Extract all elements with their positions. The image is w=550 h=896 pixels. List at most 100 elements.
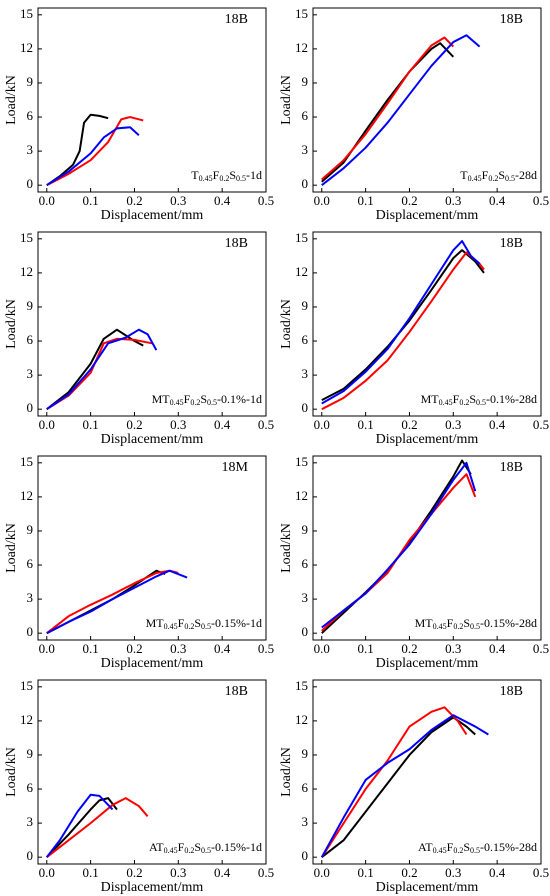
x-tick-label: 0.3 [170, 641, 186, 656]
x-tick-label: 0.0 [314, 865, 330, 880]
label-part: 0.2 [184, 846, 194, 855]
subplot: 0.0 0.1 0.2 0.3 0.4 0.5 0 3 6 9 12 15 Displacement/m… [4, 230, 274, 447]
x-tick-label: 0.2 [401, 641, 417, 656]
x-tick-label: 0.0 [39, 865, 55, 880]
label-part: -0.1%-1d [217, 392, 262, 406]
y-tick-label: 0 [27, 400, 34, 415]
x-tick-label: 0.4 [489, 641, 506, 656]
label-part: -0.15%-1d [211, 840, 262, 854]
data-line [46, 797, 149, 858]
series-label: MT0.45F0.2S0.5-0.1%-1d [152, 392, 262, 407]
x-tick-label: 0.2 [126, 865, 142, 880]
label-part: 0.5 [476, 398, 486, 407]
plot-frame [312, 455, 542, 641]
y-tick-label: 12 [295, 264, 308, 279]
y-tick-label: 15 [295, 678, 308, 693]
y-tick-label: 9 [302, 746, 309, 761]
label-part: F [453, 392, 460, 406]
y-tick-label: 3 [302, 142, 309, 157]
y-axis-label: Load/kN [4, 75, 19, 125]
x-tick-label: 0.5 [258, 865, 274, 880]
y-axis-label: Load/kN [279, 747, 294, 797]
data-line [46, 126, 140, 187]
subplot: 0.0 0.1 0.2 0.3 0.4 0.5 0 3 6 9 12 15 Displacement/m… [279, 678, 549, 895]
label-part: S [469, 392, 476, 406]
annotation: 18B [225, 236, 248, 251]
plot-frame [37, 679, 267, 865]
plot-frame [37, 455, 267, 641]
y-tick-label: 3 [27, 814, 34, 829]
label-part: 0.45 [164, 846, 178, 855]
y-tick-label: 3 [27, 366, 34, 381]
x-tick-label: 0.2 [401, 193, 417, 208]
label-part: 0.5 [201, 846, 211, 855]
plot-frame [37, 231, 267, 417]
label-part: AT [149, 840, 164, 854]
x-tick-label: 0.4 [489, 417, 506, 432]
x-tick-label: 0.2 [126, 417, 142, 432]
series-label: MT0.45F0.2S0.5-0.1%-28d [421, 392, 537, 407]
y-tick-label: 3 [27, 590, 34, 605]
data-line [45, 793, 114, 858]
x-tick-label: 0.3 [445, 417, 461, 432]
x-tick-label: 0.0 [39, 641, 55, 656]
x-tick-label: 0.4 [214, 417, 231, 432]
label-part: AT [418, 840, 433, 854]
y-tick-label: 9 [302, 298, 309, 313]
y-tick-label: 3 [302, 814, 309, 829]
annotation: 18B [500, 236, 523, 251]
x-axis-label: Displacement/mm [376, 880, 479, 895]
data-line [46, 569, 188, 635]
x-axis-label: Displacement/mm [101, 432, 204, 447]
x-tick-label: 0.2 [126, 193, 142, 208]
y-tick-label: 15 [20, 6, 33, 21]
label-part: S [229, 168, 236, 182]
data-line [321, 473, 477, 632]
label-part: F [447, 840, 454, 854]
label-part: 0.45 [468, 174, 482, 183]
annotation: 18B [500, 460, 523, 475]
x-tick-label: 0.5 [533, 641, 549, 656]
label-part: 0.5 [207, 398, 217, 407]
label-part: S [200, 392, 207, 406]
x-tick-label: 0.0 [39, 417, 55, 432]
x-tick-label: 0.0 [314, 193, 330, 208]
data-line [46, 797, 118, 858]
plot-frame [37, 7, 267, 193]
y-tick-label: 0 [302, 176, 309, 191]
data-line [321, 240, 481, 405]
x-tick-label: 0.3 [170, 865, 186, 880]
x-tick-label: 0.5 [258, 193, 274, 208]
subplot: 0.0 0.1 0.2 0.3 0.4 0.5 0 3 6 9 12 15 Displacement/m… [279, 6, 549, 223]
label-part: F [184, 392, 191, 406]
y-axis-label: Load/kN [279, 75, 294, 125]
label-part: MT [152, 392, 171, 406]
x-tick-label: 0.0 [39, 193, 55, 208]
label-part: S [194, 616, 201, 630]
y-tick-label: 12 [20, 264, 33, 279]
label-part: 0.45 [170, 398, 184, 407]
y-tick-label: 6 [27, 108, 34, 123]
y-tick-label: 12 [295, 488, 308, 503]
data-line [46, 113, 109, 187]
label-part: 0.5 [470, 622, 480, 631]
label-part: 0.5 [505, 174, 515, 183]
annotation: 18M [222, 460, 249, 475]
data-line [46, 328, 158, 411]
label-part: 0.45 [439, 398, 453, 407]
y-tick-label: 0 [27, 624, 34, 639]
label-part: S [194, 840, 201, 854]
x-tick-label: 0.1 [82, 865, 98, 880]
x-tick-label: 0.4 [214, 193, 231, 208]
data-line [321, 716, 476, 858]
label-part: 0.5 [236, 174, 246, 183]
annotation: 18B [500, 12, 523, 27]
label-part: 0.5 [201, 622, 211, 631]
y-tick-label: 0 [302, 848, 309, 863]
series-label: T0.45F0.2S0.5-28d [460, 168, 537, 183]
label-part: 0.2 [219, 174, 229, 183]
x-tick-label: 0.4 [489, 193, 506, 208]
y-tick-label: 15 [295, 230, 308, 245]
y-tick-label: 12 [20, 712, 33, 727]
